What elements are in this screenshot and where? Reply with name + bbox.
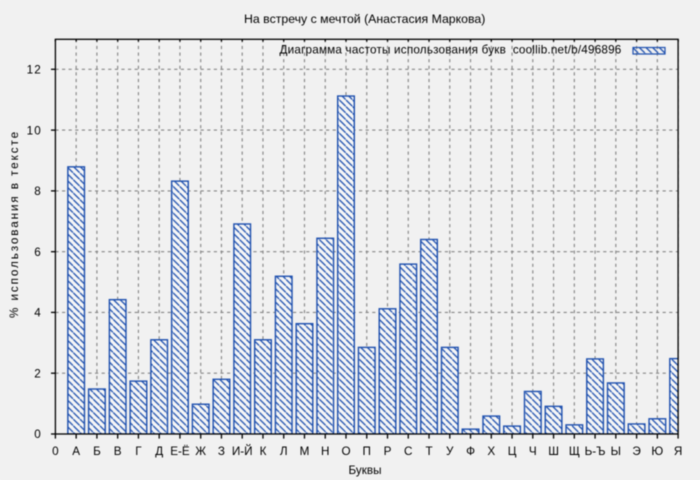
svg-text:О: О: [341, 445, 350, 458]
svg-text:Ч: Ч: [529, 445, 537, 458]
svg-text:М: М: [300, 445, 310, 458]
svg-text:Ю: Ю: [651, 445, 663, 458]
svg-text:12: 12: [27, 64, 42, 77]
svg-text:Ц: Ц: [508, 445, 517, 458]
svg-text:0: 0: [34, 428, 42, 441]
svg-text:Р: Р: [384, 445, 392, 458]
svg-text:Е-Ё: Е-Ё: [170, 445, 190, 458]
svg-text:Х: Х: [487, 445, 495, 458]
svg-text:Э: Э: [632, 445, 640, 458]
svg-text:На встречу с мечтой (Анастасия: На встречу с мечтой (Анастасия Маркова): [244, 12, 485, 26]
svg-text:Ь-Ъ: Ь-Ъ: [585, 445, 606, 458]
svg-text:Д: Д: [155, 445, 163, 458]
svg-text:С: С: [404, 445, 412, 458]
svg-text:Г: Г: [135, 445, 142, 458]
svg-text:Ф: Ф: [466, 445, 475, 458]
svg-text:Диаграмма частоты использовани: Диаграмма частоты использования букв coo…: [280, 44, 622, 57]
svg-text:К: К: [260, 445, 267, 458]
svg-text:З: З: [218, 445, 225, 458]
svg-text:Б: Б: [93, 445, 101, 458]
svg-text:А: А: [72, 445, 80, 458]
svg-text:Ш: Ш: [548, 445, 559, 458]
svg-text:Н: Н: [321, 445, 329, 458]
svg-text:Щ: Щ: [569, 445, 580, 458]
svg-text:2: 2: [34, 367, 42, 380]
svg-text:П: П: [363, 445, 371, 458]
svg-text:% использования в тексте: % использования в тексте: [8, 130, 21, 318]
svg-text:4: 4: [34, 307, 42, 320]
svg-text:У: У: [446, 445, 454, 458]
svg-text:Ы: Ы: [611, 445, 621, 458]
svg-text:В: В: [114, 445, 122, 458]
svg-text:6: 6: [34, 246, 42, 259]
svg-text:Буквы: Буквы: [349, 464, 382, 477]
svg-text:8: 8: [34, 185, 42, 198]
svg-text:Я: Я: [674, 445, 682, 458]
svg-text:Ж: Ж: [195, 445, 206, 458]
svg-text:0: 0: [52, 445, 59, 458]
svg-text:10: 10: [27, 124, 42, 137]
svg-text:Л: Л: [280, 445, 288, 458]
svg-text:Т: Т: [425, 445, 432, 458]
svg-text:И-Й: И-Й: [232, 445, 253, 458]
